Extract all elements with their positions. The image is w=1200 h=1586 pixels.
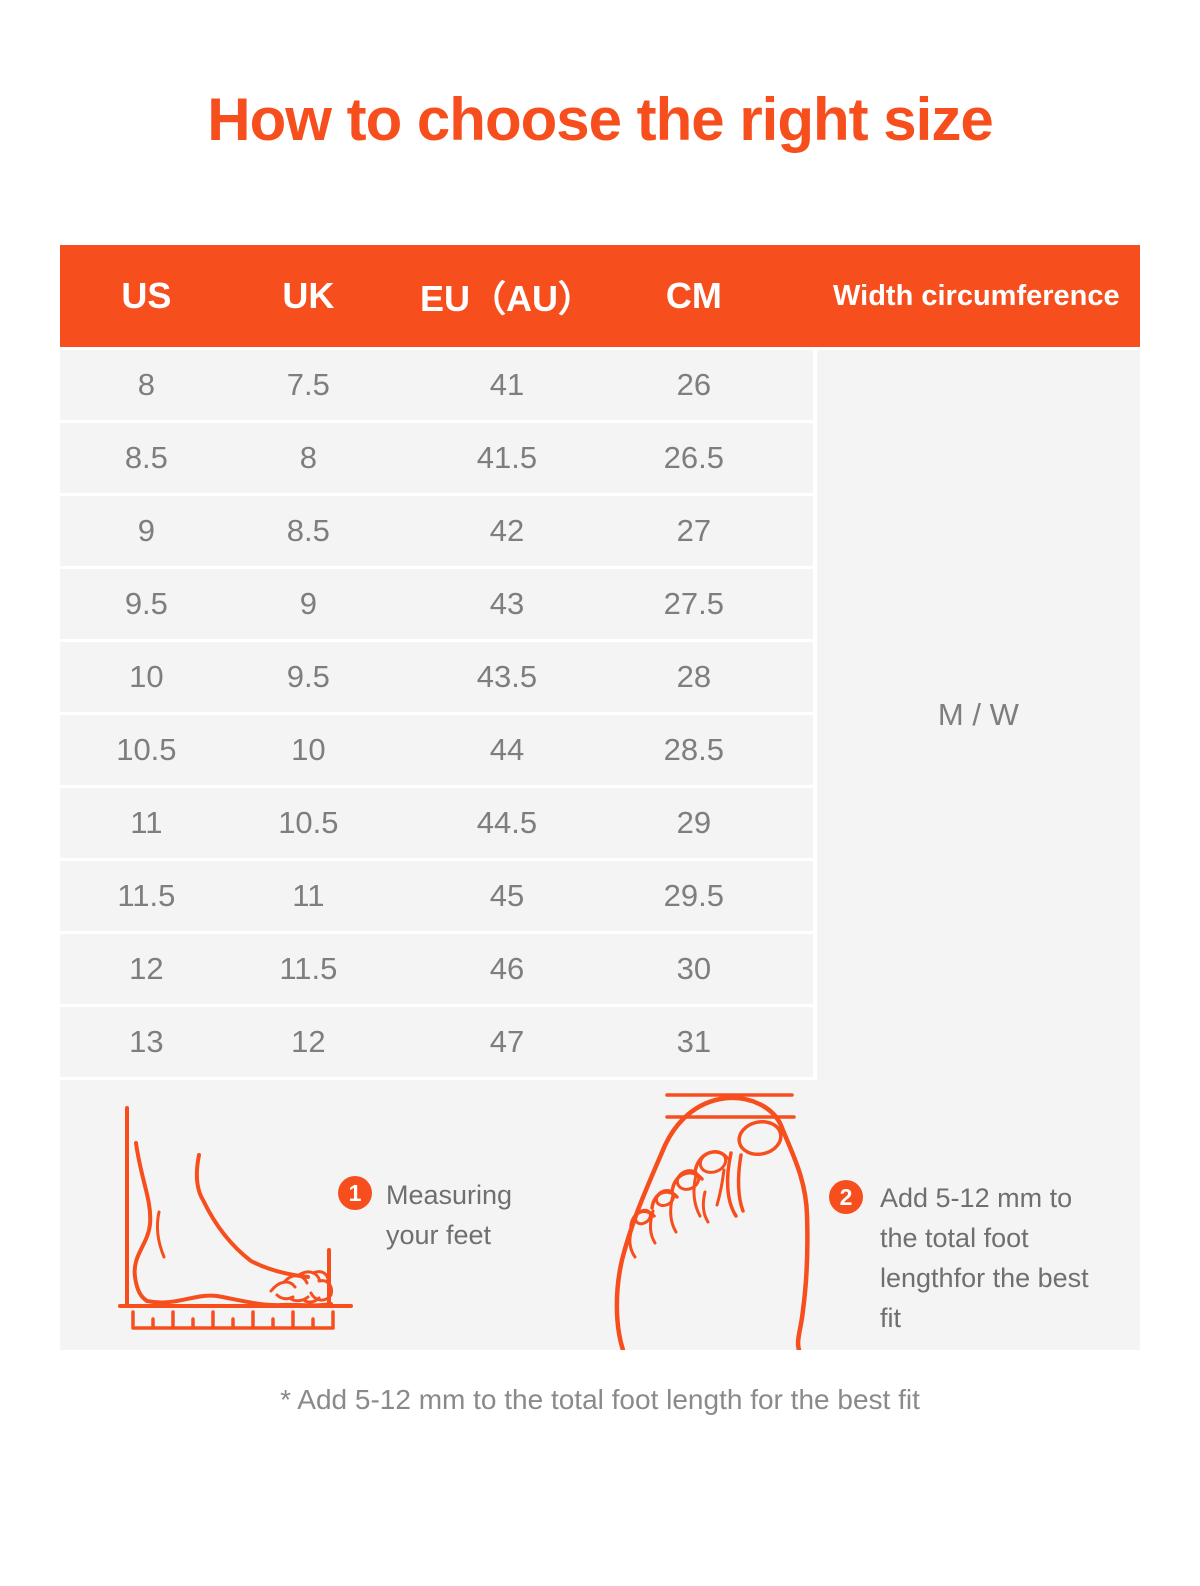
table-row: 12 11.5 46 30 bbox=[60, 934, 813, 1008]
table-row: 11 10.5 44.5 29 bbox=[60, 788, 813, 862]
size-cell: 46 bbox=[489, 951, 525, 987]
width-value-cell: M / W bbox=[812, 350, 1140, 1081]
size-table-header-row: US UK EU（AU） CM Width circumference bbox=[60, 245, 1140, 348]
page-title: How to choose the right size bbox=[207, 86, 993, 153]
size-cell: 10 bbox=[129, 659, 164, 695]
size-cell: 11 bbox=[130, 805, 163, 841]
size-cell: 41.5 bbox=[476, 440, 538, 476]
size-cell: 11 bbox=[292, 878, 325, 914]
size-cell: 28 bbox=[676, 659, 712, 695]
table-row: 8.5 8 41.5 26.5 bbox=[60, 423, 813, 497]
step-2-badge: 2 bbox=[829, 1180, 863, 1215]
foot-top-measure-illustration bbox=[614, 1093, 810, 1351]
size-cell: 8.5 bbox=[124, 440, 168, 476]
size-cell: 7.5 bbox=[286, 367, 330, 403]
table-row: 8 7.5 41 26 bbox=[60, 350, 813, 424]
size-cell: 41 bbox=[489, 367, 525, 403]
table-row: 13 12 47 31 bbox=[60, 1007, 813, 1081]
size-cell: 29.5 bbox=[663, 878, 724, 914]
size-guide-page: How to choose the right size US UK EU（AU… bbox=[0, 86, 1200, 1416]
table-row: 10 9.5 43.5 28 bbox=[60, 642, 813, 716]
header-uk: UK bbox=[282, 275, 335, 317]
size-cell: 45 bbox=[489, 878, 525, 914]
size-cell: 9 bbox=[137, 513, 155, 549]
size-cell: 26.5 bbox=[663, 440, 724, 476]
size-cell: 27 bbox=[676, 513, 712, 549]
step-1-badge: 1 bbox=[338, 1176, 372, 1211]
size-cell: 9.5 bbox=[124, 586, 168, 622]
header-eu-au: EU（AU） bbox=[419, 278, 594, 320]
table-row: 9 8.5 42 27 bbox=[60, 496, 813, 570]
size-cell: 9 bbox=[299, 586, 317, 622]
size-rows: 8 7.5 41 26 8.5 8 41.5 26.5 9 8.5 42 27 9.5 9 43 27.5 10… bbox=[60, 350, 813, 1081]
size-cell: 47 bbox=[489, 1024, 525, 1060]
size-cell: 11.5 bbox=[279, 951, 338, 987]
size-cell: 8.5 bbox=[286, 513, 330, 549]
size-cell: 13 bbox=[129, 1024, 164, 1060]
size-cell: 27.5 bbox=[663, 586, 724, 622]
size-table: US UK EU（AU） CM Width circumference 8 7.5… bbox=[60, 245, 1140, 1081]
size-cell: 29 bbox=[676, 805, 712, 841]
header-us: US bbox=[121, 275, 172, 317]
size-cell: 43.5 bbox=[476, 659, 538, 695]
measuring-instructions-panel: 1 Measuring your feet bbox=[60, 1080, 1140, 1351]
foot-side-measure-illustration bbox=[118, 1106, 353, 1330]
table-row: 11.5 11 45 29.5 bbox=[60, 861, 813, 935]
size-cell: 44.5 bbox=[476, 805, 538, 841]
size-cell: 10.5 bbox=[278, 805, 339, 841]
footnote: * Add 5-12 mm to the total foot length f… bbox=[280, 1384, 920, 1416]
size-cell: 8 bbox=[137, 367, 155, 403]
header-width-circumference: Width circumference bbox=[833, 280, 1120, 313]
size-cell: 10.5 bbox=[116, 732, 177, 768]
size-cell: 43 bbox=[489, 586, 525, 622]
size-cell: 31 bbox=[676, 1024, 712, 1060]
size-cell: 26 bbox=[676, 367, 712, 403]
size-cell: 30 bbox=[676, 951, 712, 987]
header-cm: CM bbox=[665, 275, 722, 317]
size-cell: 42 bbox=[489, 513, 525, 549]
step-2-label: Add 5-12 mm to the total foot lengthfor … bbox=[880, 1183, 1089, 1334]
size-cell: 8 bbox=[299, 440, 317, 476]
step-1-label: Measuring your feet bbox=[386, 1180, 513, 1251]
table-row: 9.5 9 43 27.5 bbox=[60, 569, 813, 643]
size-cell: 10 bbox=[291, 732, 326, 768]
size-cell: 9.5 bbox=[286, 659, 330, 695]
size-cell: 12 bbox=[291, 1024, 326, 1060]
size-cell: 28.5 bbox=[663, 732, 724, 768]
size-cell: 44 bbox=[489, 732, 525, 768]
size-cell: 11.5 bbox=[117, 878, 176, 914]
size-table-body: 8 7.5 41 26 8.5 8 41.5 26.5 9 8.5 42 27 9.5 9 43 27.5 10… bbox=[60, 347, 1140, 1081]
size-cell: 12 bbox=[129, 951, 164, 987]
table-row: 10.5 10 44 28.5 bbox=[60, 715, 813, 789]
